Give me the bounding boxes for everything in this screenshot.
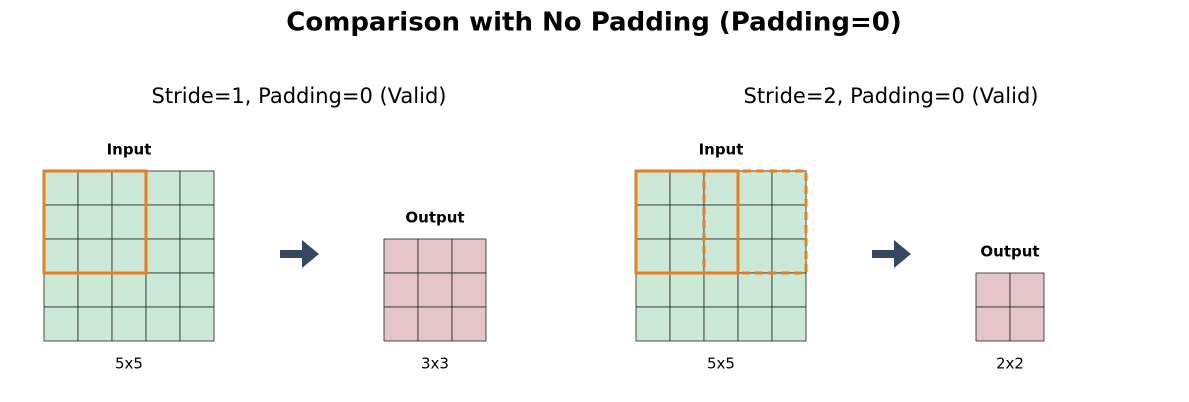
- input-cell: [737, 170, 773, 206]
- input-cell: [669, 238, 705, 274]
- input-cell: [145, 238, 181, 274]
- arrow: [872, 240, 911, 268]
- output-cell: [417, 272, 453, 308]
- input-cell: [737, 272, 773, 308]
- input-cell: [145, 204, 181, 240]
- input-cell: [635, 272, 671, 308]
- output-cell: [451, 272, 487, 308]
- output-cell: [1009, 306, 1045, 342]
- input-cell: [179, 306, 215, 342]
- input-cell: [43, 306, 79, 342]
- input-cell: [77, 306, 113, 342]
- input-cell: [43, 204, 79, 240]
- input-size: 5x5: [115, 355, 143, 373]
- output-size: 3x3: [421, 355, 449, 373]
- input-cell: [669, 204, 705, 240]
- kernel-window: [634, 169, 740, 275]
- input-label: Input: [699, 141, 744, 159]
- input-cell: [669, 306, 705, 342]
- input-cell: [635, 204, 671, 240]
- input-cell: [179, 170, 215, 206]
- output-size: 2x2: [996, 355, 1024, 373]
- input-size: 5x5: [707, 355, 735, 373]
- input-cell: [111, 170, 147, 206]
- input-cell: [771, 306, 807, 342]
- output-cell: [383, 306, 419, 342]
- input-cell: [737, 238, 773, 274]
- output-cell: [975, 306, 1011, 342]
- input-cell: [111, 238, 147, 274]
- input-cell: [737, 204, 773, 240]
- input-cell: [771, 204, 807, 240]
- input-cell: [111, 306, 147, 342]
- input-cell: [145, 306, 181, 342]
- input-cell: [635, 306, 671, 342]
- output-cell: [975, 272, 1011, 308]
- output-label: Output: [405, 209, 464, 227]
- input-cell: [179, 272, 215, 308]
- subtitle: Stride=1, Padding=0 (Valid): [152, 84, 447, 108]
- input-cell: [737, 306, 773, 342]
- input-cell: [145, 272, 181, 308]
- input-cell: [43, 170, 79, 206]
- output-cell: [383, 272, 419, 308]
- input-cell: [179, 238, 215, 274]
- input-cell: [703, 306, 739, 342]
- output-cell: [451, 238, 487, 274]
- input-cell: [179, 204, 215, 240]
- input-cell: [77, 272, 113, 308]
- output-cell: [1009, 272, 1045, 308]
- title: Comparison with No Padding (Padding=0): [286, 8, 901, 38]
- input-cell: [43, 238, 79, 274]
- input-cell: [669, 272, 705, 308]
- output-cell: [417, 306, 453, 342]
- input-cell: [771, 272, 807, 308]
- input-cell: [111, 204, 147, 240]
- input-cell: [771, 170, 807, 206]
- input-cell: [703, 170, 739, 206]
- input-cell: [703, 272, 739, 308]
- output-cell: [451, 306, 487, 342]
- subtitle: Stride=2, Padding=0 (Valid): [744, 84, 1039, 108]
- input-cell: [771, 238, 807, 274]
- arrow: [280, 240, 319, 268]
- input-cell: [111, 272, 147, 308]
- output-label: Output: [980, 243, 1039, 261]
- input-cell: [43, 272, 79, 308]
- input-cell: [635, 238, 671, 274]
- input-cell: [703, 204, 739, 240]
- input-cell: [703, 238, 739, 274]
- input-cell: [77, 238, 113, 274]
- input-label: Input: [107, 141, 152, 159]
- input-cell: [77, 170, 113, 206]
- input-cell: [635, 170, 671, 206]
- input-cell: [145, 170, 181, 206]
- kernel-window: [702, 169, 808, 275]
- input-cell: [669, 170, 705, 206]
- kernel-window: [42, 169, 148, 275]
- input-cell: [77, 204, 113, 240]
- output-cell: [417, 238, 453, 274]
- arrows: [280, 240, 911, 268]
- output-cell: [383, 238, 419, 274]
